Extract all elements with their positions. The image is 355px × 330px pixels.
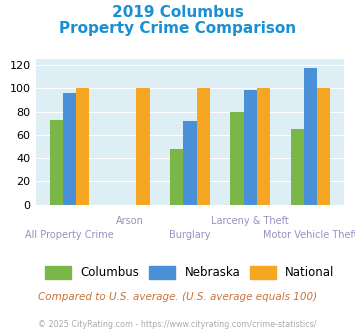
Text: © 2025 CityRating.com - https://www.cityrating.com/crime-statistics/: © 2025 CityRating.com - https://www.city… xyxy=(38,320,317,329)
Text: Motor Vehicle Theft: Motor Vehicle Theft xyxy=(263,230,355,240)
Bar xyxy=(197,88,210,205)
Bar xyxy=(63,93,76,205)
Text: Property Crime Comparison: Property Crime Comparison xyxy=(59,21,296,36)
Bar xyxy=(170,149,183,205)
Text: Compared to U.S. average. (U.S. average equals 100): Compared to U.S. average. (U.S. average … xyxy=(38,292,317,302)
Bar xyxy=(290,129,304,205)
Bar xyxy=(257,88,270,205)
Text: Arson: Arson xyxy=(116,216,144,226)
Text: Burglary: Burglary xyxy=(169,230,211,240)
Bar xyxy=(244,90,257,205)
Bar xyxy=(230,112,244,205)
Bar xyxy=(50,120,63,205)
Legend: Columbus, Nebraska, National: Columbus, Nebraska, National xyxy=(45,266,334,280)
Bar xyxy=(304,68,317,205)
Text: All Property Crime: All Property Crime xyxy=(25,230,114,240)
Bar xyxy=(136,88,149,205)
Bar xyxy=(76,88,89,205)
Text: Larceny & Theft: Larceny & Theft xyxy=(211,216,289,226)
Bar xyxy=(183,121,197,205)
Bar xyxy=(317,88,330,205)
Text: 2019 Columbus: 2019 Columbus xyxy=(111,5,244,20)
